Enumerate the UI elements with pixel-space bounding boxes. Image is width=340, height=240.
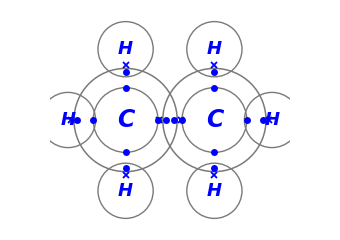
Text: H: H: [61, 111, 75, 129]
Text: H: H: [118, 182, 133, 200]
Text: C: C: [117, 108, 134, 132]
Text: H: H: [118, 40, 133, 58]
Text: H: H: [207, 40, 222, 58]
Text: C: C: [206, 108, 223, 132]
Text: H: H: [265, 111, 279, 129]
Text: H: H: [207, 182, 222, 200]
